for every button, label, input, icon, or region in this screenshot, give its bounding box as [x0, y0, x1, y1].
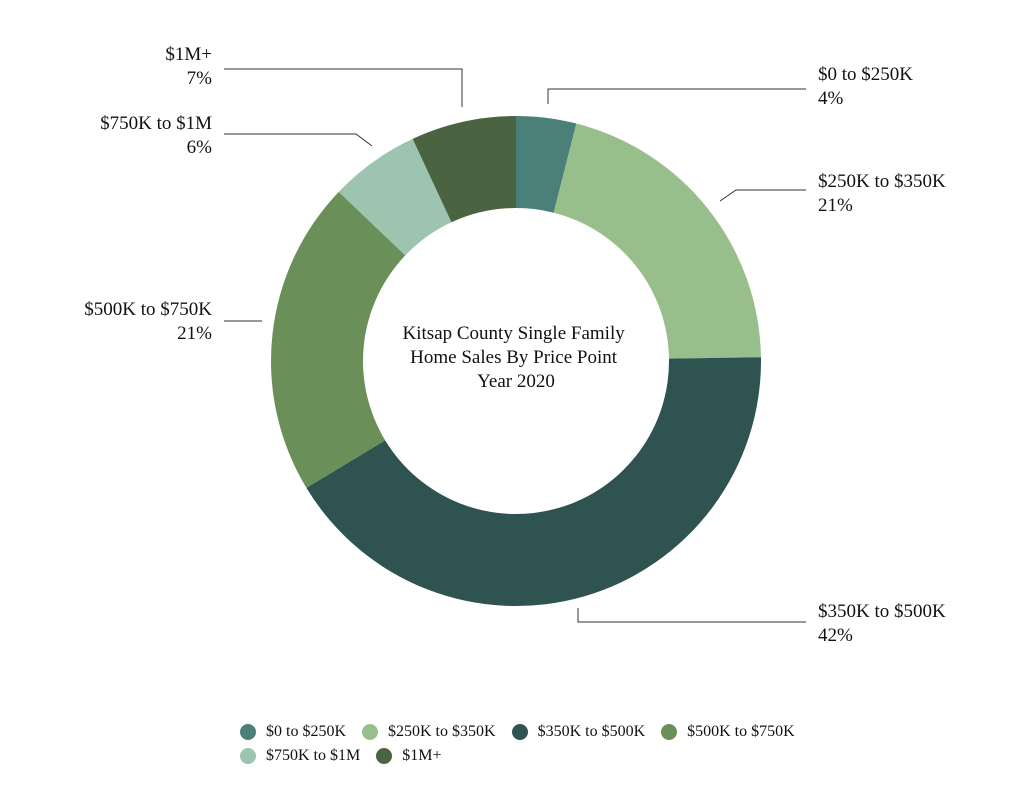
- slice-label: $250K to $350K 21%: [818, 171, 946, 216]
- slice-value-label: 21%: [818, 195, 853, 216]
- slice-category-label: $1M+: [165, 44, 212, 65]
- slice-label: $750K to $1M 6%: [100, 113, 212, 158]
- leader-line: [719, 189, 806, 202]
- chart-title-line-3: Year 2020: [477, 371, 555, 392]
- slice-label: $1M+ 7%: [165, 44, 212, 89]
- legend-row: $0 to $250K $250K to $350K $350K to $500K $…: [240, 720, 940, 744]
- legend-item: $750K to $1M: [240, 744, 360, 768]
- donut-slice: [338, 138, 452, 256]
- legend-swatch: [240, 748, 256, 764]
- chart-title-line-1: Kitsap County Single Family: [403, 323, 626, 344]
- legend-label: $1M+: [402, 747, 442, 764]
- slice-category-label: $0 to $250K: [818, 64, 913, 85]
- legend-item: $350K to $500K: [511, 720, 646, 744]
- legend-swatch: [362, 724, 378, 740]
- donut-slice: [553, 123, 761, 359]
- slice-category-label: $500K to $750K: [84, 299, 212, 320]
- slice-labels: $0 to $250K 4% $250K to $350K 21% $350K to $…: [84, 44, 946, 646]
- legend-swatch: [376, 748, 393, 764]
- slice-value-label: 6%: [187, 137, 213, 158]
- leader-lines: [224, 68, 806, 623]
- legend-swatch: [661, 724, 678, 740]
- donut-slice: [306, 357, 761, 606]
- legend-item: $0 to $250K: [240, 720, 346, 744]
- legend-swatch: [240, 724, 256, 740]
- donut-slice: [271, 191, 406, 488]
- legend-label: $0 to $250K: [266, 723, 346, 740]
- donut-slice: [516, 116, 577, 213]
- slice-value-label: 42%: [818, 625, 853, 646]
- leader-line: [577, 608, 806, 623]
- leader-line: [224, 133, 373, 147]
- chart-title-line-2: Home Sales By Price Point: [410, 347, 618, 368]
- chart-title: Kitsap County Single Family Home Sales B…: [403, 323, 630, 392]
- slice-value-label: 4%: [818, 88, 844, 109]
- slice-category-label: $250K to $350K: [818, 171, 946, 192]
- slice-value-label: 21%: [177, 323, 212, 344]
- legend-label: $750K to $1M: [266, 747, 361, 764]
- donut-slice: [412, 116, 516, 223]
- legend-label: $250K to $350K: [388, 723, 496, 740]
- leader-line: [547, 88, 806, 104]
- legend-row: $750K to $1M $1M+: [240, 744, 940, 768]
- legend-item: $500K to $750K: [661, 720, 795, 744]
- donut-slices: [271, 116, 761, 606]
- slice-value-label: 7%: [187, 68, 213, 89]
- legend-item: $1M+: [376, 744, 441, 768]
- slice-label: $0 to $250K 4%: [818, 64, 913, 109]
- legend-label: $500K to $750K: [687, 723, 795, 740]
- slice-category-label: $350K to $500K: [818, 601, 946, 622]
- legend-swatch: [511, 724, 528, 740]
- legend: $0 to $250K $250K to $350K $350K to $500K $…: [240, 720, 940, 768]
- leader-line: [224, 68, 463, 107]
- slice-label: $500K to $750K 21%: [84, 299, 212, 344]
- legend-label: $350K to $500K: [537, 723, 646, 740]
- slice-label: $350K to $500K 42%: [818, 601, 946, 646]
- slice-category-label: $750K to $1M: [100, 113, 212, 134]
- legend-item: $250K to $350K: [362, 720, 496, 744]
